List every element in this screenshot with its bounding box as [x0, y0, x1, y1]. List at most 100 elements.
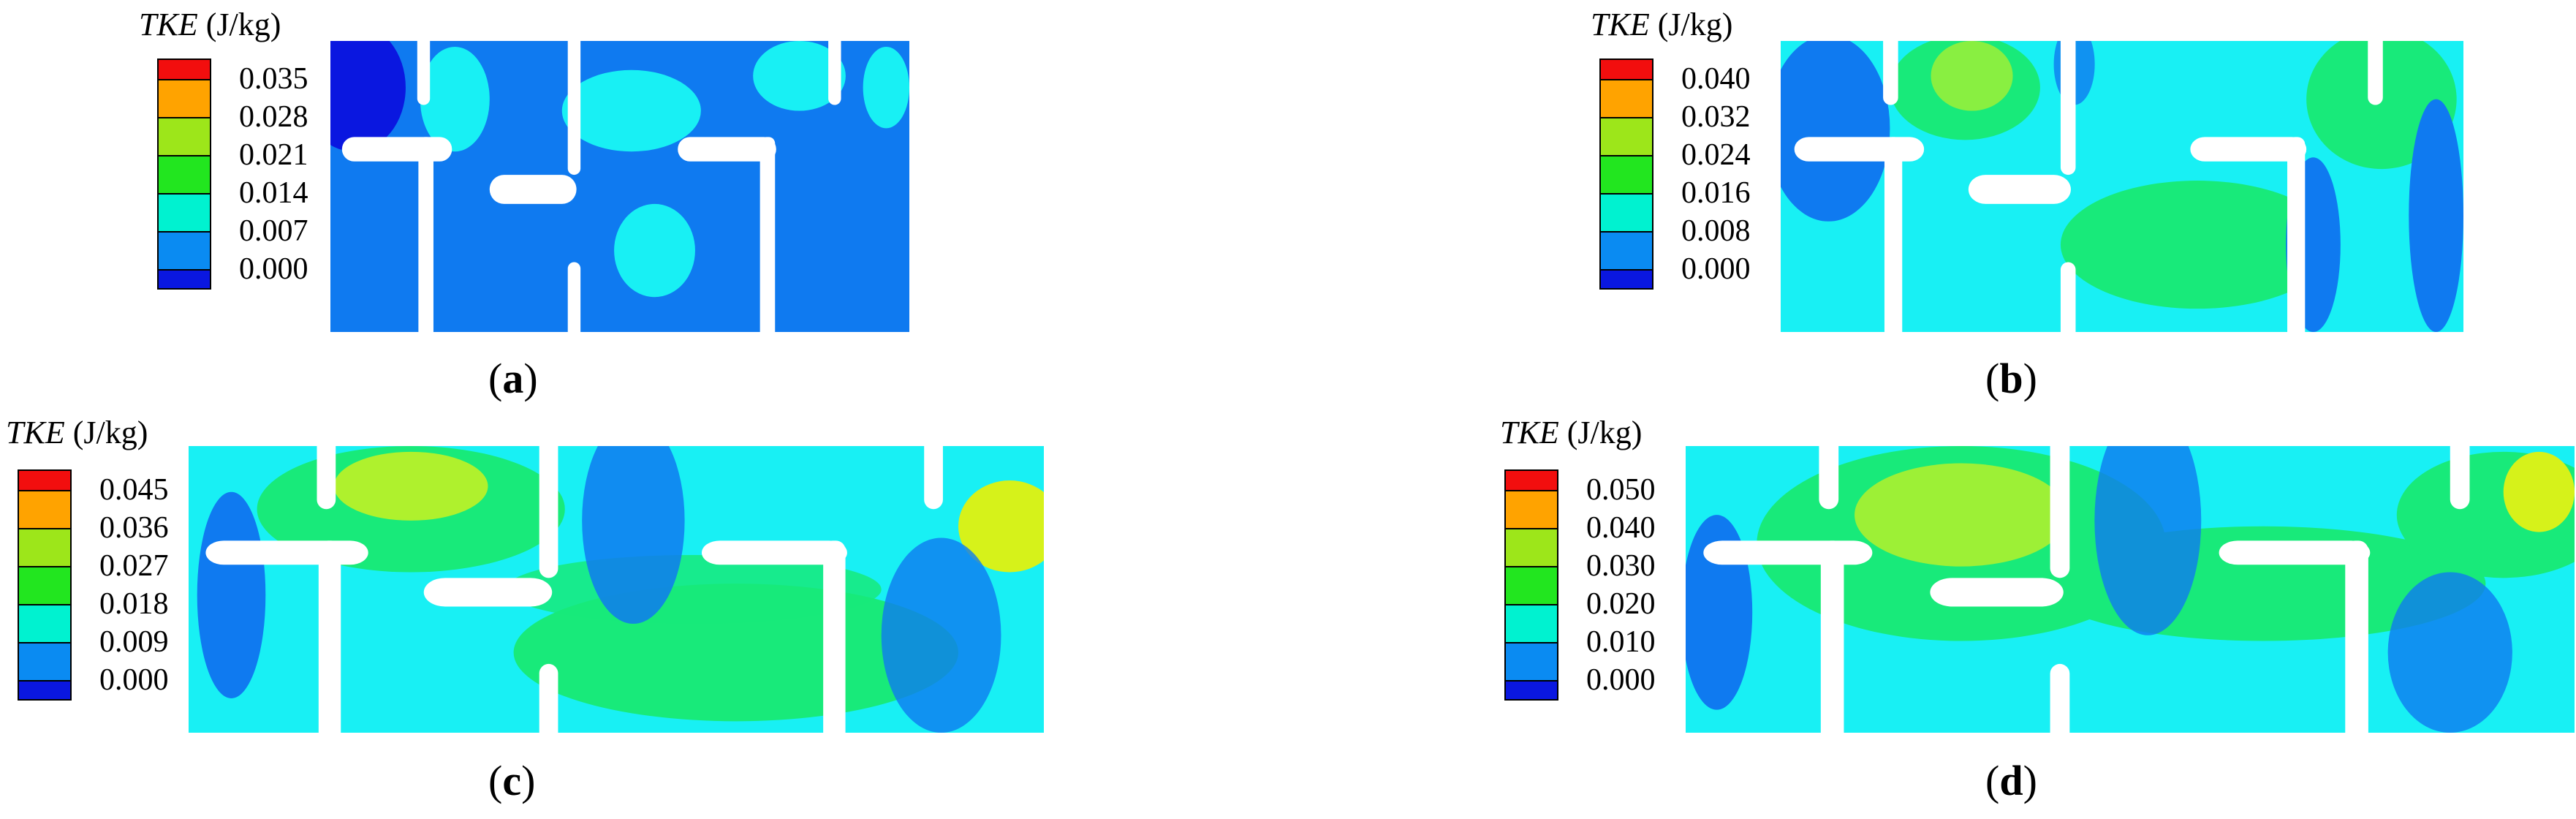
colorbar-tick-label: 0.000 — [1586, 663, 1656, 697]
tke-contour-field-a — [330, 41, 909, 332]
colorbar-band — [1504, 642, 1558, 680]
top-fin — [1883, 41, 1898, 105]
colorbar-tick-label: 0.040 — [1681, 62, 1751, 96]
caption-c: (c) — [488, 757, 536, 804]
contour-region — [2409, 99, 2463, 332]
l-baffle-leg — [1884, 137, 1903, 332]
l-baffle-leg — [759, 137, 776, 332]
legend-title-c: TKE (J/kg) — [6, 414, 148, 451]
baffle-group — [341, 41, 841, 332]
unit-label: (J/kg) — [205, 7, 281, 42]
colorbar-band — [18, 566, 72, 604]
l-baffle-arm — [1703, 540, 1873, 565]
top-fin — [2368, 41, 2383, 105]
l-baffle-arm — [423, 578, 553, 607]
colorbar-band — [1599, 58, 1653, 79]
bottom-fin — [567, 262, 581, 332]
baffle-group — [205, 446, 943, 733]
top-baffle — [2050, 446, 2070, 578]
colorbar-band — [1599, 231, 1653, 269]
baffle-group — [1703, 446, 2470, 733]
colorbar-band — [157, 117, 211, 155]
colorbar-band — [18, 680, 72, 701]
colorbar-band — [157, 155, 211, 193]
colorbar-tick-label: 0.000 — [99, 663, 169, 697]
legend-title-d: TKE (J/kg) — [1500, 414, 1642, 451]
contour-svg — [330, 41, 909, 332]
unit-label: (J/kg) — [1657, 7, 1733, 42]
contour-region — [333, 451, 488, 521]
top-baffle — [539, 446, 558, 578]
bottom-fin — [2060, 262, 2076, 332]
colorbar-band — [157, 231, 211, 269]
contour-region — [197, 491, 266, 698]
unit-label: (J/kg) — [72, 415, 148, 450]
contour-region — [582, 446, 685, 624]
top-fin — [2450, 446, 2470, 510]
colorbar-tick-label: 0.035 — [239, 62, 308, 96]
colorbar-tick-label: 0.008 — [1681, 214, 1751, 248]
contour-region — [614, 203, 695, 298]
bottom-fin — [539, 663, 558, 733]
l-baffle-leg — [2287, 137, 2306, 332]
colorbar-band — [1599, 79, 1653, 117]
contour-region — [1931, 41, 2013, 111]
colorbar-tick-label: 0.027 — [99, 549, 169, 583]
contour-region — [881, 537, 1001, 733]
colorbar-band — [1504, 528, 1558, 566]
quantity-label: TKE — [6, 415, 65, 450]
colorbar-a: 0.035 0.028 0.021 0.014 0.007 0.000 — [157, 58, 420, 329]
colorbar-tick-label: 0.024 — [1681, 138, 1751, 172]
top-fin — [1819, 446, 1839, 510]
l-baffle-arm — [1930, 578, 2064, 607]
colorbar-band — [1599, 155, 1653, 193]
colorbar-band — [18, 642, 72, 680]
colorbar-tick-label: 0.032 — [1681, 100, 1751, 134]
contour-region — [863, 46, 909, 129]
l-baffle-arm — [341, 137, 452, 162]
colorbar-tick-label: 0.036 — [99, 511, 169, 545]
colorbar-tick-label: 0.000 — [239, 252, 308, 286]
colorbar-band — [1599, 117, 1653, 155]
colorbar-tick-label: 0.007 — [239, 214, 308, 248]
l-baffle-arm — [1968, 175, 2071, 204]
top-fin — [828, 41, 841, 105]
l-baffle-arm — [2219, 540, 2371, 565]
colorbar-tick-label: 0.028 — [239, 100, 308, 134]
colorbar-band — [1504, 680, 1558, 701]
colorbar-band — [1504, 469, 1558, 490]
colorbar-tick-label: 0.009 — [99, 625, 169, 659]
colorbar-band — [18, 490, 72, 528]
colorbar-d: 0.050 0.040 0.030 0.020 0.010 0.000 — [1504, 469, 1768, 740]
colorbar-c: 0.045 0.036 0.027 0.018 0.009 0.000 — [18, 469, 281, 740]
contour-svg — [1781, 41, 2463, 332]
colorbar-band — [18, 528, 72, 566]
l-baffle-arm — [1794, 137, 1925, 162]
contour-region — [753, 41, 846, 111]
l-baffle-arm — [2190, 137, 2307, 162]
l-baffle-leg — [1820, 540, 1844, 733]
tke-contour-field-c — [189, 446, 1044, 733]
caption-b: (b) — [1985, 355, 2037, 402]
quantity-label: TKE — [139, 7, 198, 42]
colorbar-band — [18, 469, 72, 490]
contour-region — [561, 69, 701, 152]
tke-contour-field-d — [1686, 446, 2575, 733]
colorbar-tick-label: 0.014 — [239, 176, 308, 210]
colorbar-band — [1599, 269, 1653, 290]
colorbar-band — [157, 269, 211, 290]
tke-contour-field-b — [1781, 41, 2463, 332]
quantity-label: TKE — [1500, 415, 1559, 450]
colorbar-band — [1599, 193, 1653, 231]
top-fin — [924, 446, 943, 510]
colorbar-band — [1504, 490, 1558, 528]
colorbar-band — [157, 193, 211, 231]
colorbar-band — [18, 604, 72, 642]
colorbar-band — [157, 79, 211, 117]
contour-region — [2503, 451, 2575, 532]
colorbar-tick-label: 0.021 — [239, 138, 308, 172]
colorbar-b: 0.040 0.032 0.024 0.016 0.008 0.000 — [1599, 58, 1863, 333]
contour-region — [958, 480, 1044, 573]
contour-region — [2387, 572, 2512, 733]
bottom-fin — [2050, 663, 2070, 733]
